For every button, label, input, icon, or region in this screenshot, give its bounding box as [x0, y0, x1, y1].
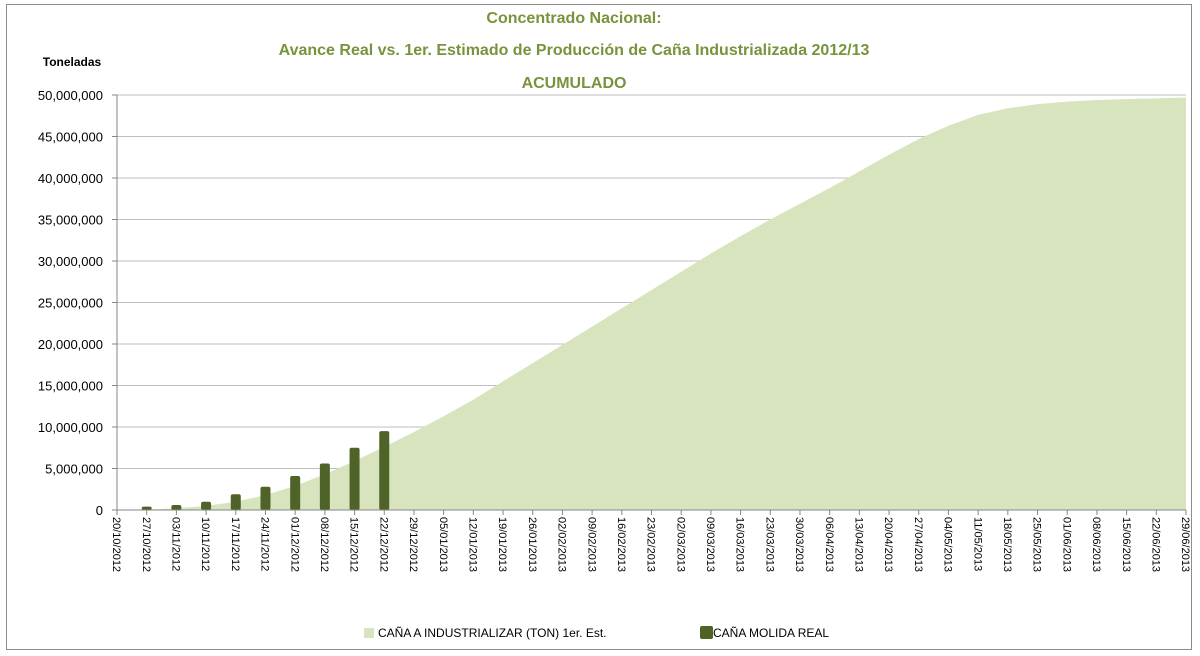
x-tick-label: 20/10/2012 [110, 517, 122, 572]
y-axis-title: Toneladas [43, 55, 102, 69]
x-tick-label: 04/05/2013 [942, 517, 954, 572]
y-tick-label: 5,000,000 [45, 462, 103, 477]
x-tick-label: 09/02/2013 [585, 517, 597, 572]
x-tick-label: 02/02/2013 [556, 517, 568, 572]
axes [112, 94, 1187, 515]
y-tick-label: 40,000,000 [38, 171, 103, 186]
x-tick-label: 08/06/2013 [1090, 517, 1102, 572]
x-tick-label: 02/03/2013 [674, 517, 686, 572]
x-tick-label: 22/06/2013 [1149, 517, 1161, 572]
legend-label-real: CAÑA MOLIDA REAL [713, 626, 829, 640]
x-tick-label: 22/12/2012 [377, 517, 389, 572]
x-tick-label: 29/06/2013 [1179, 517, 1191, 572]
y-tick-labels: 50,000,000 45,000,000 40,000,000 35,000,000… [38, 88, 103, 518]
x-tick-label: 09/03/2013 [704, 517, 716, 572]
x-tick-label: 16/02/2013 [615, 517, 627, 572]
y-tick-label: 20,000,000 [38, 337, 103, 352]
y-tick-label: 45,000,000 [38, 130, 103, 145]
y-tick-label: 10,000,000 [38, 420, 103, 435]
chart-title-line-2: Avance Real vs. 1er. Estimado de Producc… [279, 42, 870, 59]
legend-swatch-real [700, 626, 713, 639]
x-tick-label: 10/11/2012 [199, 517, 211, 571]
x-tick-label: 11/05/2013 [971, 517, 983, 571]
x-tick-label: 12/01/2013 [466, 517, 478, 572]
y-tick-label: 35,000,000 [38, 213, 103, 228]
bar-real-27/10/2012 [141, 506, 152, 510]
x-tick-label: 27/10/2012 [140, 517, 152, 572]
x-tick-label: 24/11/2012 [259, 517, 271, 571]
x-tick-label: 20/04/2013 [882, 517, 894, 572]
estimate-area-layer [117, 97, 1186, 511]
x-tick-label: 16/03/2013 [734, 517, 746, 572]
bar-real-22/12/2012 [379, 431, 390, 510]
y-tick-label: 50,000,000 [38, 88, 103, 103]
bar-real-01/12/2012 [290, 475, 301, 510]
x-tick-label: 27/04/2013 [912, 517, 924, 572]
y-tick-label: 15,000,000 [38, 379, 103, 394]
y-tick-label: 30,000,000 [38, 254, 103, 269]
x-tick-label: 26/01/2013 [526, 517, 538, 572]
x-tick-labels: 20/10/2012 27/10/2012 03/11/2012 10/11/2012… [110, 517, 1191, 572]
x-tick-label: 13/04/2013 [853, 517, 865, 572]
chart-title-line-3: ACUMULADO [522, 75, 627, 92]
y-tick-label: 25,000,000 [38, 296, 103, 311]
x-tick-label: 17/11/2012 [229, 517, 241, 571]
x-tick-label: 06/04/2013 [823, 517, 835, 572]
x-tick-label: 08/12/2012 [318, 517, 330, 572]
x-tick-label: 19/01/2013 [496, 517, 508, 572]
x-tick-label: 01/12/2012 [288, 517, 300, 572]
x-tick-label: 29/12/2012 [407, 517, 419, 572]
x-tick-label: 03/11/2012 [170, 517, 182, 571]
chart-title-line-1: Concentrado Nacional: [486, 10, 661, 27]
x-tick-label: 23/03/2013 [763, 517, 775, 572]
x-tick-label: 30/03/2013 [793, 517, 805, 572]
y-tick-label: 0 [96, 503, 103, 518]
real-bars-layer [141, 431, 390, 510]
bar-real-10/11/2012 [201, 501, 212, 510]
bar-real-08/12/2012 [319, 463, 330, 510]
legend: CAÑA A INDUSTRIALIZAR (TON) 1er. Est. CA… [364, 626, 829, 640]
bar-real-03/11/2012 [171, 505, 182, 510]
legend-swatch-estimate [364, 628, 374, 638]
bar-real-24/11/2012 [260, 486, 271, 510]
x-tick-label: 23/02/2013 [645, 517, 657, 572]
x-tick-label: 05/01/2013 [437, 517, 449, 572]
x-tick-label: 01/06/2013 [1060, 517, 1072, 572]
x-tick-label: 18/05/2013 [1001, 517, 1013, 572]
bar-real-17/11/2012 [230, 494, 241, 510]
estimate-area [117, 97, 1186, 511]
x-tick-label: 25/05/2013 [1031, 517, 1043, 572]
bar-real-15/12/2012 [349, 447, 360, 510]
legend-label-estimate: CAÑA A INDUSTRIALIZAR (TON) 1er. Est. [378, 626, 607, 640]
x-tick-label: 15/06/2013 [1120, 517, 1132, 572]
chart-title: Concentrado Nacional: Avance Real vs. 1e… [279, 10, 870, 92]
x-tick-label: 15/12/2012 [348, 517, 360, 572]
